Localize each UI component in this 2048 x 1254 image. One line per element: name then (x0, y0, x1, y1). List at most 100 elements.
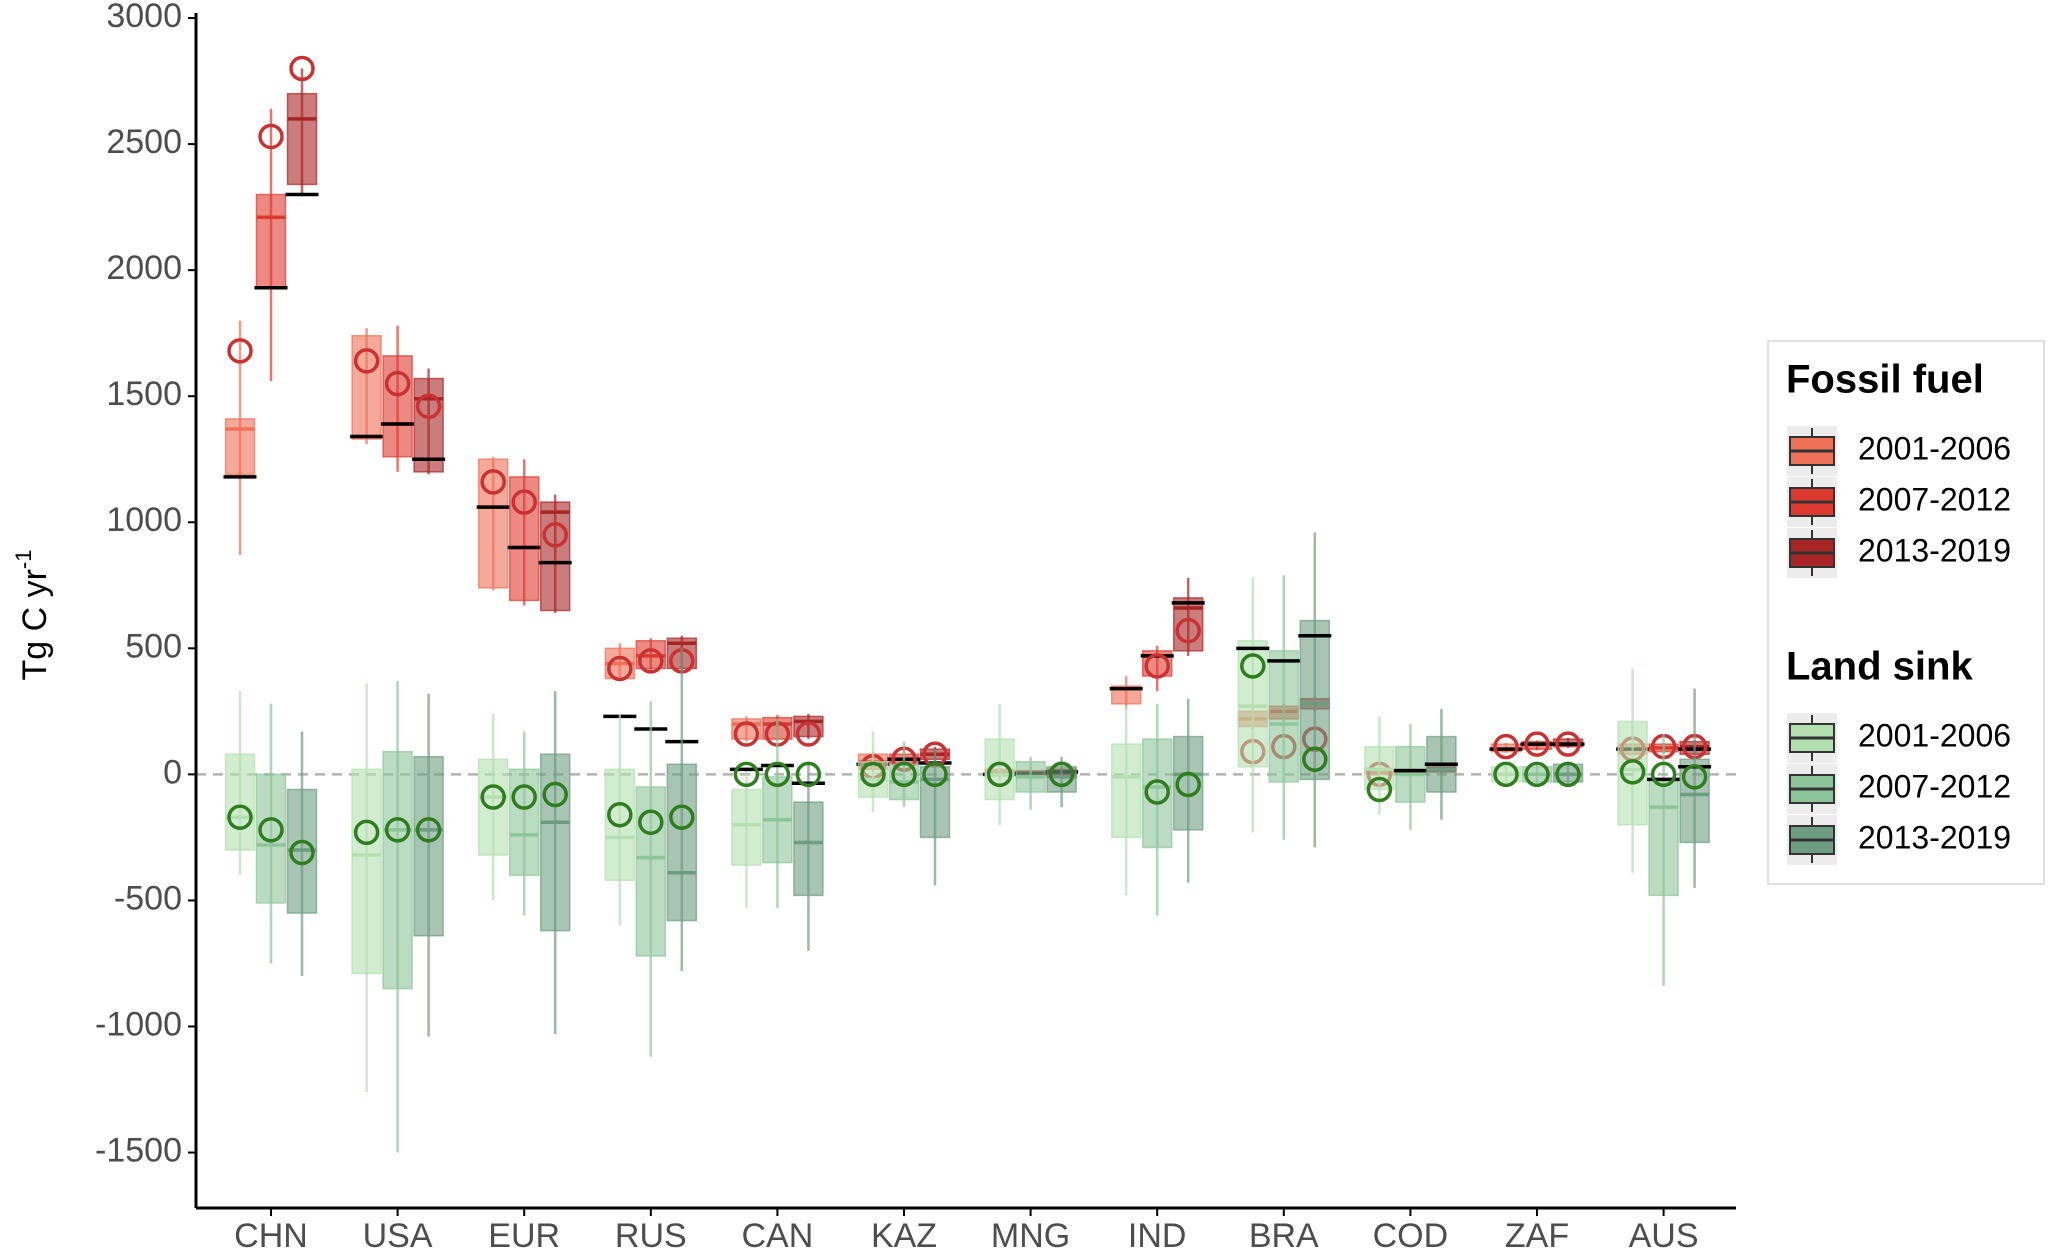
estimate-point (1619, 759, 1646, 785)
estimate-point (1650, 761, 1677, 788)
x-tick-label: CAN (742, 1217, 814, 1254)
box (1648, 778, 1679, 897)
y-axis-label-text: Tg C yr (16, 569, 54, 680)
estimate-point (289, 839, 315, 866)
estimate-point (733, 721, 760, 747)
box (793, 801, 824, 897)
estimate-point (227, 338, 253, 364)
legend-title: Land sink (1786, 645, 1973, 689)
y-tick-label: -1000 (95, 1005, 182, 1043)
estimate-point (1240, 653, 1266, 679)
x-tick-label: COD (1373, 1217, 1449, 1254)
box (351, 768, 382, 975)
estimate-point (511, 784, 537, 810)
estimate-point (353, 819, 380, 846)
x-tick-label: RUS (615, 1217, 687, 1254)
y-tick-label: 2500 (106, 123, 182, 161)
y-tick-label: -1500 (95, 1132, 182, 1170)
box (731, 788, 762, 866)
legend-title: Fossil fuel (1786, 358, 1984, 402)
x-tick-label: CHN (234, 1217, 308, 1254)
y-tick-label: 2000 (106, 249, 182, 287)
estimate-point (1144, 653, 1170, 679)
y-tick-label: 500 (125, 627, 182, 665)
estimate-point (511, 489, 537, 515)
box (666, 763, 698, 922)
legend-label: 2007-2012 (1858, 481, 2011, 517)
estimate-point (795, 721, 822, 747)
estimate-point (1175, 617, 1201, 644)
x-tick-label: MNG (991, 1217, 1070, 1254)
x-tick-label: USA (363, 1217, 433, 1254)
estimate-point (1048, 761, 1075, 788)
box (413, 755, 444, 937)
estimate-point (1681, 764, 1708, 790)
x-tick-label: KAZ (871, 1217, 937, 1254)
box (255, 773, 287, 904)
estimate-point (1493, 733, 1519, 760)
y-tick-label: 0 (163, 753, 182, 791)
estimate-point (258, 817, 284, 843)
legend-label: 2013-2019 (1858, 532, 2011, 568)
box (255, 193, 287, 289)
y-tick-label: -500 (114, 879, 182, 917)
y-axis-label-superscript: -1 (11, 549, 36, 569)
estimate-point (638, 809, 664, 836)
estimate-point (1555, 731, 1581, 757)
estimate-point (733, 761, 760, 788)
estimate-point (542, 781, 568, 808)
estimate-point (860, 761, 886, 788)
estimate-point (1493, 761, 1519, 788)
legend-label: 2013-2019 (1858, 819, 2011, 855)
legend-label: 2001-2006 (1858, 430, 2011, 466)
estimate-point (480, 784, 506, 810)
box (1268, 650, 1300, 783)
estimate-point (480, 469, 506, 495)
box (1110, 743, 1142, 839)
estimate-point (795, 761, 822, 788)
box (382, 750, 413, 990)
box (539, 753, 571, 932)
estimate-point (1524, 761, 1550, 788)
box (224, 418, 256, 476)
estimate-point (415, 393, 442, 420)
estimate-point (986, 761, 1013, 788)
box (539, 501, 571, 612)
estimate-point (1366, 776, 1393, 803)
y-axis-label: Tg C yr-1 (11, 549, 54, 680)
estimate-point (227, 804, 253, 830)
estimate-point (353, 348, 380, 374)
y-tick-label: 1500 (106, 375, 182, 413)
x-tick-label: ZAF (1505, 1217, 1569, 1254)
estimate-point (384, 370, 411, 397)
estimate-point (258, 123, 284, 150)
y-tick-label: 3000 (106, 0, 182, 35)
estimate-point (1302, 746, 1328, 772)
estimate-point (289, 55, 315, 82)
x-tick-label: IND (1128, 1217, 1187, 1254)
legend-label: 2007-2012 (1858, 768, 2011, 804)
box (1110, 685, 1142, 705)
estimate-point (669, 804, 695, 830)
estimate-point (1144, 779, 1170, 805)
x-tick-label: BRA (1249, 1217, 1319, 1254)
estimate-point (607, 655, 633, 682)
box (286, 92, 318, 186)
estimate-point (1524, 731, 1550, 757)
estimate-point (1175, 771, 1201, 798)
box (224, 753, 256, 851)
legend-label: 2001-2006 (1858, 717, 2011, 753)
x-tick-label: AUS (1629, 1217, 1699, 1254)
estimate-point (1555, 761, 1581, 788)
estimate-point (764, 761, 791, 788)
estimate-point (638, 648, 664, 674)
estimate-point (384, 817, 411, 843)
estimate-point (891, 761, 917, 788)
estimate-point (922, 761, 948, 788)
x-tick-label: EUR (488, 1217, 560, 1254)
estimate-point (415, 817, 442, 843)
y-tick-label: 1000 (106, 501, 182, 539)
estimate-point (542, 522, 568, 548)
